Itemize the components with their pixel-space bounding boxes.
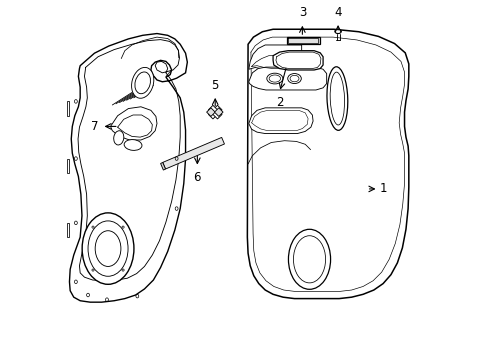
Polygon shape xyxy=(286,37,319,44)
Polygon shape xyxy=(208,105,222,119)
Ellipse shape xyxy=(266,73,283,84)
Ellipse shape xyxy=(334,29,341,33)
Text: 5: 5 xyxy=(211,80,219,93)
Text: 1: 1 xyxy=(379,183,386,195)
Polygon shape xyxy=(248,45,301,71)
Ellipse shape xyxy=(288,229,330,289)
Ellipse shape xyxy=(114,131,123,145)
Polygon shape xyxy=(69,33,187,302)
Ellipse shape xyxy=(131,67,154,98)
Ellipse shape xyxy=(82,213,134,284)
Ellipse shape xyxy=(124,140,142,150)
Polygon shape xyxy=(206,108,215,116)
Text: 4: 4 xyxy=(334,6,341,19)
Polygon shape xyxy=(163,138,224,169)
Polygon shape xyxy=(248,108,312,134)
Polygon shape xyxy=(248,67,326,90)
Polygon shape xyxy=(66,223,69,237)
Polygon shape xyxy=(160,162,165,170)
Polygon shape xyxy=(208,105,222,119)
Polygon shape xyxy=(214,108,223,116)
Text: 2: 2 xyxy=(275,96,283,109)
Polygon shape xyxy=(66,158,69,173)
Ellipse shape xyxy=(326,67,347,130)
Polygon shape xyxy=(66,102,69,116)
Polygon shape xyxy=(247,29,408,298)
Polygon shape xyxy=(110,107,157,140)
Ellipse shape xyxy=(287,73,301,84)
Text: 3: 3 xyxy=(298,6,305,19)
Text: 7: 7 xyxy=(91,120,99,133)
Text: 6: 6 xyxy=(193,171,201,184)
Polygon shape xyxy=(272,51,323,70)
